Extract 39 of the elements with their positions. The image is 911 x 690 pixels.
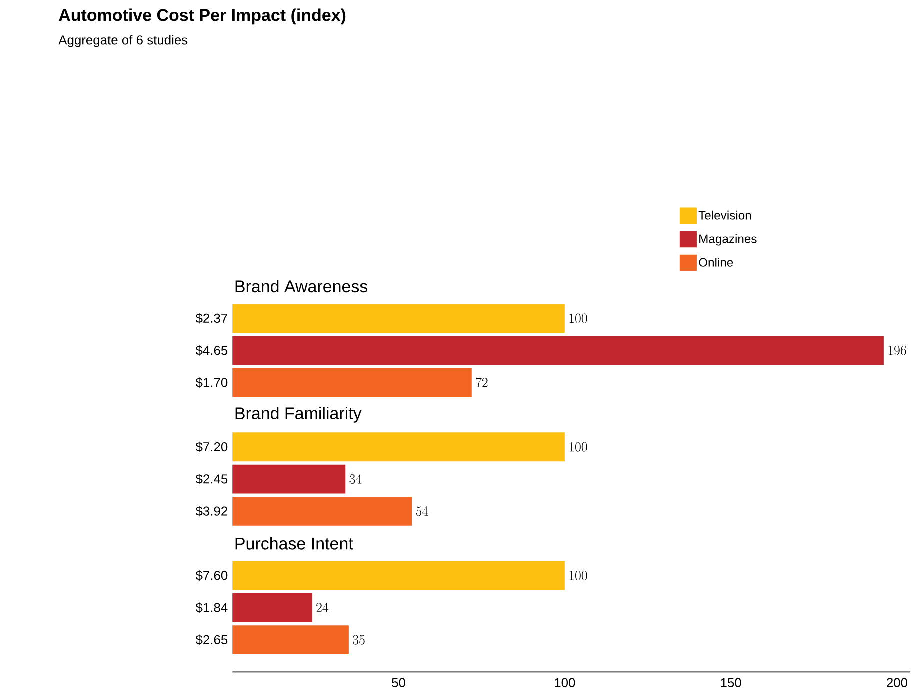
y-tick-label: $2.37 <box>196 313 228 324</box>
y-tick-label: $1.84 <box>196 602 228 614</box>
bar <box>232 496 412 526</box>
x-tick-label: 100 <box>555 678 576 688</box>
data-label: 54 <box>416 506 428 516</box>
bar <box>232 593 312 622</box>
data-label: 100 <box>570 442 588 452</box>
text: Aggregate of 6 studies <box>58 35 188 48</box>
data-label: 100 <box>570 314 588 324</box>
y-tick-label: $2.45 <box>196 474 228 484</box>
y-tick-label: $2.65 <box>196 634 228 646</box>
legend-label: Online <box>699 258 734 267</box>
data-label: 34 <box>350 474 362 484</box>
data-label: 35 <box>353 635 365 645</box>
y-tick-label: $4.65 <box>196 345 228 356</box>
bar <box>232 368 472 398</box>
bar <box>232 336 884 366</box>
data-label: 100 <box>570 570 588 580</box>
legend-label: Magazines <box>700 234 757 246</box>
bar <box>232 432 565 462</box>
annotation: Purchase Intent <box>236 537 354 550</box>
x-tick-label: 50 <box>392 678 406 688</box>
chart-title: Automotive Cost Per Impact (index) <box>59 8 346 25</box>
bar <box>232 561 565 590</box>
bar <box>232 464 346 494</box>
y-tick-label: $7.20 <box>196 442 228 452</box>
annotation: Brand Awareness <box>236 280 368 293</box>
data-label: 72 <box>476 378 488 388</box>
y-tick-label: $7.60 <box>196 570 228 581</box>
x-tick-label: 200 <box>887 678 908 688</box>
bar <box>232 304 565 333</box>
y-tick-label: $3.92 <box>196 506 228 517</box>
annotation: Brand Familiarity <box>236 407 362 423</box>
y-tick-label: $1.70 <box>196 378 228 388</box>
x-tick-label: 150 <box>721 678 742 688</box>
bar <box>232 626 349 654</box>
data-label: 24 <box>316 602 329 612</box>
legend-label: Television <box>698 210 752 220</box>
data-label: 196 <box>888 346 906 356</box>
